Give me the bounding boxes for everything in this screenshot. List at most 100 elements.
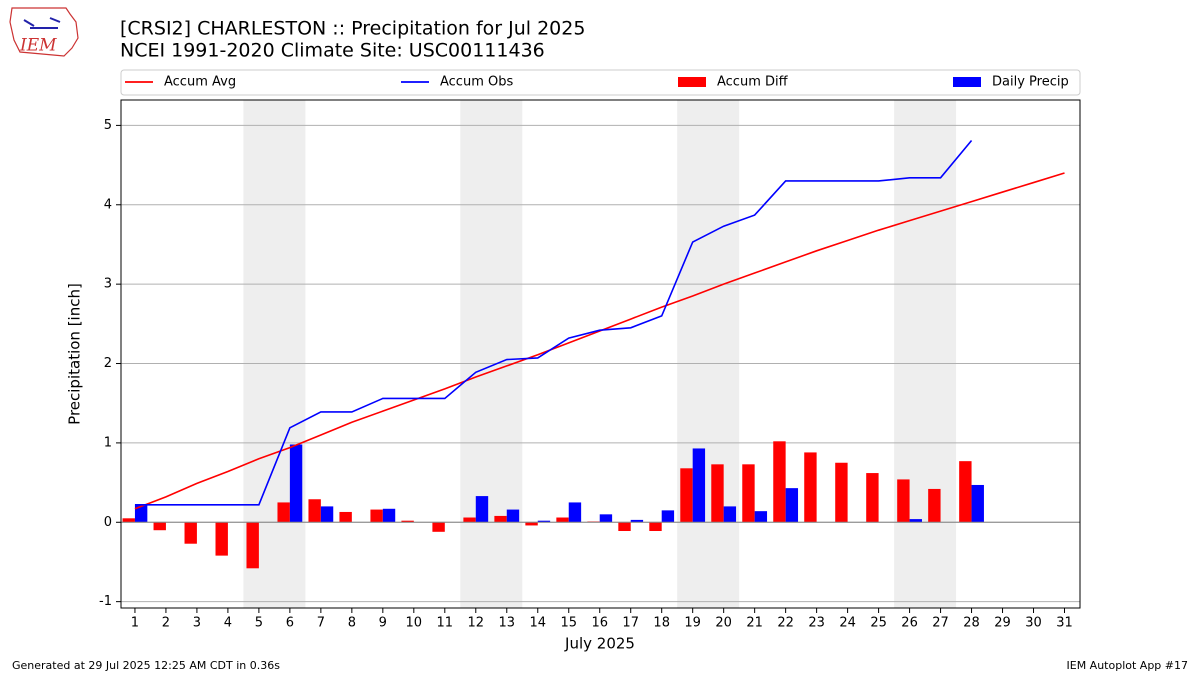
bar: [432, 522, 445, 532]
y-tick-label: 0: [104, 515, 112, 530]
x-tick-label: 2: [162, 616, 170, 631]
footer-left: Generated at 29 Jul 2025 12:25 AM CDT in…: [12, 659, 280, 672]
legend-symbol: [678, 77, 706, 87]
bar: [754, 511, 768, 523]
bar: [959, 461, 972, 523]
x-tick-label: 12: [468, 616, 485, 631]
bar: [928, 488, 941, 523]
x-tick-label: 21: [746, 616, 763, 631]
bar: [506, 509, 520, 523]
x-tick-label: 20: [715, 616, 732, 631]
x-tick-label: 13: [498, 616, 515, 631]
x-tick-label: 30: [1025, 616, 1042, 631]
x-tick-label: 31: [1056, 616, 1073, 631]
bar: [785, 488, 799, 523]
legend-symbol: [953, 77, 981, 87]
bar: [835, 462, 848, 523]
bar: [289, 444, 303, 523]
y-axis-label: Precipitation [inch]: [66, 283, 84, 425]
bar: [475, 496, 489, 523]
bar: [320, 506, 334, 523]
bar: [723, 506, 737, 523]
x-tick-label: 19: [684, 616, 701, 631]
plot-frame: [120, 99, 1081, 609]
bar: [568, 502, 582, 523]
x-tick-label: 24: [839, 616, 856, 631]
legend-label: Accum Obs: [440, 75, 513, 90]
bar: [773, 441, 786, 523]
bar: [909, 519, 922, 523]
footer-right: IEM Autoplot App #17: [1067, 659, 1189, 672]
x-tick-label: 3: [193, 616, 201, 631]
bar: [308, 499, 321, 523]
x-tick-label: 16: [591, 616, 608, 631]
bar: [680, 468, 693, 523]
x-tick-label: 15: [560, 616, 577, 631]
weekend-shade: [677, 100, 740, 608]
line: [134, 139, 973, 506]
x-tick-label: 8: [348, 616, 356, 631]
bar: [692, 448, 706, 523]
bar: [339, 511, 352, 523]
bar: [556, 517, 569, 523]
weekend-shade: [894, 100, 957, 608]
x-tick-label: 26: [901, 616, 918, 631]
x-axis-label: July 2025: [564, 635, 635, 653]
x-tick-label: 18: [653, 616, 670, 631]
legend-label: Accum Diff: [717, 75, 789, 90]
bar: [246, 522, 259, 569]
bar: [649, 522, 662, 532]
bar: [494, 515, 507, 523]
bar: [153, 522, 166, 531]
bar: [525, 522, 538, 526]
x-tick-label: 22: [777, 616, 794, 631]
logo-outline: [9, 7, 79, 57]
bar: [618, 522, 631, 532]
logo: IEM: [9, 7, 79, 57]
bar: [804, 452, 817, 523]
bar: [971, 484, 984, 523]
logo-text: IEM: [19, 36, 57, 56]
x-tick-label: 17: [622, 616, 639, 631]
x-tick-label: 9: [379, 616, 387, 631]
y-tick-label: -1: [99, 594, 112, 609]
bar: [382, 508, 396, 523]
y-tick-label: 5: [104, 118, 112, 133]
legend-label: Accum Avg: [164, 75, 236, 90]
y-tick-label: 3: [104, 277, 112, 292]
x-tick-label: 28: [963, 616, 980, 631]
x-tick-label: 5: [255, 616, 263, 631]
chart-title: [CRSI2] CHARLESTON :: Precipitation for …: [120, 18, 585, 40]
x-tick-label: 10: [406, 616, 423, 631]
y-tick-label: 4: [104, 197, 112, 212]
x-tick-label: 4: [224, 616, 232, 631]
bar: [122, 518, 135, 523]
bar: [630, 519, 644, 523]
x-tick-label: 14: [529, 616, 546, 631]
bar: [401, 520, 414, 523]
bar: [463, 517, 476, 523]
bar: [215, 522, 228, 556]
legend-label: Daily Precip: [992, 75, 1069, 90]
bar: [866, 473, 879, 523]
bar: [599, 514, 613, 523]
bar: [277, 502, 290, 523]
x-tick-label: 29: [994, 616, 1011, 631]
bar: [537, 520, 551, 523]
bar: [184, 522, 197, 544]
x-tick-label: 1: [131, 616, 139, 631]
x-tick-label: 7: [317, 616, 325, 631]
weekend-shade: [460, 100, 523, 608]
bar: [134, 504, 148, 523]
bar: [897, 479, 910, 523]
x-tick-label: 25: [870, 616, 887, 631]
x-tick-label: 27: [932, 616, 949, 631]
x-tick-label: 6: [286, 616, 294, 631]
bar: [711, 464, 724, 523]
bar: [370, 509, 383, 523]
x-tick-label: 23: [808, 616, 825, 631]
logo-icon: [23, 17, 61, 29]
y-tick-label: 1: [104, 435, 112, 450]
x-tick-label: 11: [437, 616, 454, 631]
bar: [661, 510, 675, 523]
